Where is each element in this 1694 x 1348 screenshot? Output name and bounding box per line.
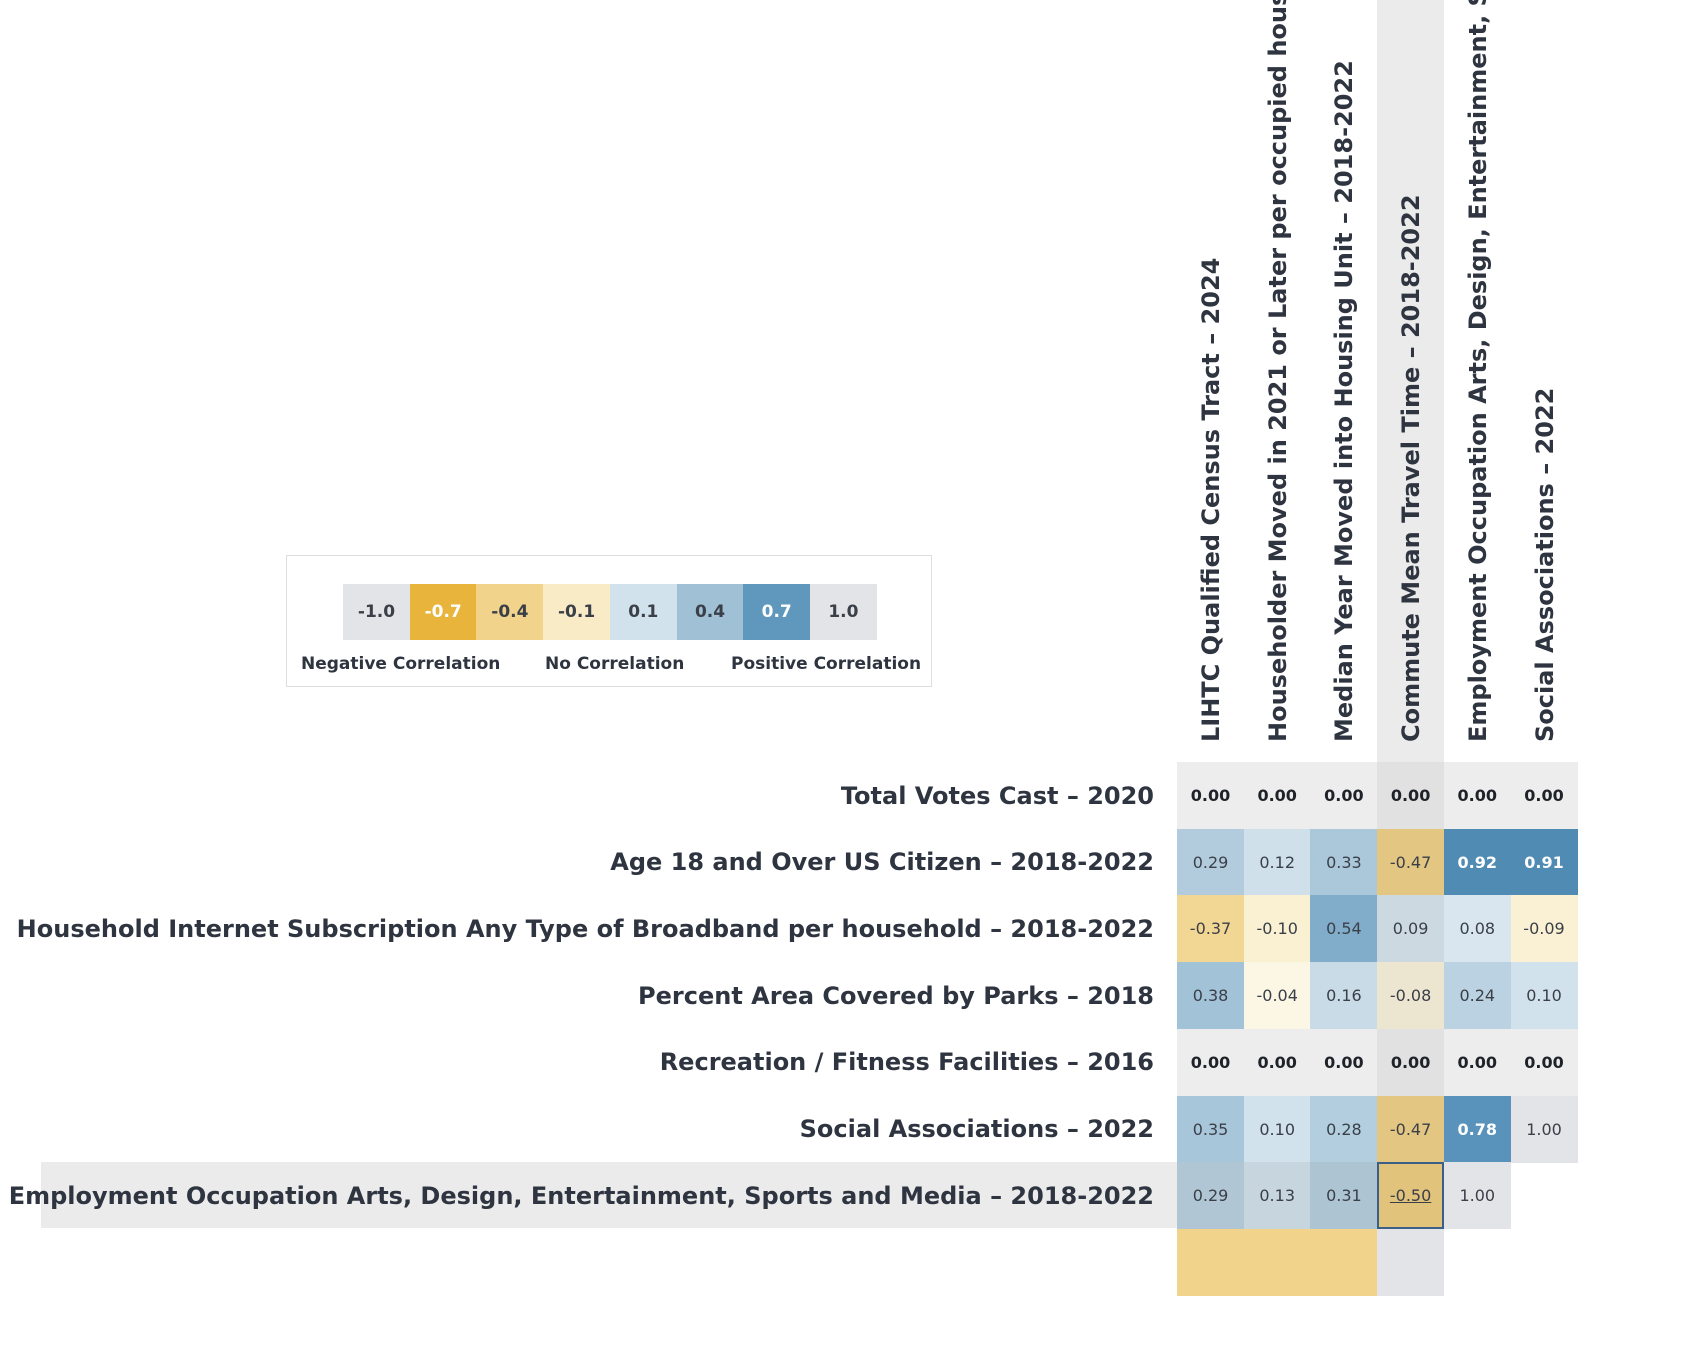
column-header[interactable]: Median Year Moved into Housing Unit – 20… <box>1310 60 1377 742</box>
matrix-cell[interactable]: 0.00 <box>1244 1029 1311 1096</box>
legend-none-label: No Correlation <box>545 654 684 674</box>
matrix-cell[interactable]: -0.47 <box>1377 1096 1444 1163</box>
legend-negative-label: Negative Correlation <box>301 654 500 674</box>
matrix-cell[interactable]: 0.00 <box>1177 1029 1244 1096</box>
matrix-cell[interactable]: 0.08 <box>1444 895 1511 962</box>
matrix-cell[interactable]: 0.09 <box>1377 895 1444 962</box>
matrix-cell[interactable]: 0.00 <box>1177 762 1244 829</box>
matrix-cell[interactable]: 0.38 <box>1177 962 1244 1029</box>
legend-swatch: 0.4 <box>677 584 744 640</box>
matrix-cell-partial <box>1244 1229 1311 1296</box>
matrix-cell[interactable]: 0.28 <box>1310 1096 1377 1163</box>
matrix-cell[interactable]: -0.37 <box>1177 895 1244 962</box>
column-header[interactable]: LIHTC Qualified Census Tract – 2024 <box>1177 258 1244 742</box>
matrix-cell[interactable]: 0.00 <box>1310 1029 1377 1096</box>
legend-swatch: -0.4 <box>476 584 543 640</box>
matrix-cell[interactable]: 0.92 <box>1444 829 1511 896</box>
matrix-cell[interactable]: -0.50 <box>1377 1162 1444 1229</box>
row-label[interactable]: Social Associations – 2022 <box>0 1096 1154 1163</box>
matrix-cell[interactable]: 0.00 <box>1310 762 1377 829</box>
matrix-cell[interactable]: -0.47 <box>1377 829 1444 896</box>
matrix-cell-partial <box>1310 1229 1377 1296</box>
matrix-cell[interactable]: -0.10 <box>1244 895 1311 962</box>
column-header[interactable]: Social Associations – 2022 <box>1511 388 1578 742</box>
matrix-cell[interactable]: 0.00 <box>1377 1029 1444 1096</box>
legend-swatch: 0.7 <box>743 584 810 640</box>
matrix-cell[interactable]: 0.12 <box>1244 829 1311 896</box>
matrix-cell[interactable]: 0.35 <box>1177 1096 1244 1163</box>
matrix-cell[interactable]: 0.24 <box>1444 962 1511 1029</box>
matrix-cell[interactable]: 0.10 <box>1511 962 1578 1029</box>
matrix-cell[interactable]: 0.00 <box>1377 762 1444 829</box>
legend-swatch: -0.1 <box>543 584 610 640</box>
row-label[interactable]: Total Votes Cast – 2020 <box>0 762 1154 829</box>
legend-positive-label: Positive Correlation <box>731 654 921 674</box>
column-header[interactable]: Employment Occupation Arts, Design, Ente… <box>1444 0 1511 742</box>
matrix-cell-partial <box>1177 1229 1244 1296</box>
legend-swatch: 0.1 <box>610 584 677 640</box>
matrix-cell[interactable]: 1.00 <box>1444 1162 1511 1229</box>
matrix-cell[interactable]: 0.16 <box>1310 962 1377 1029</box>
matrix-cell[interactable]: 0.54 <box>1310 895 1377 962</box>
legend-swatch: -0.7 <box>410 584 477 640</box>
row-label[interactable]: Employment Occupation Arts, Design, Ente… <box>0 1162 1154 1229</box>
matrix-cell[interactable]: 0.00 <box>1244 762 1311 829</box>
matrix-cell[interactable]: 0.29 <box>1177 1162 1244 1229</box>
matrix-cell[interactable]: -0.09 <box>1511 895 1578 962</box>
matrix-cell[interactable]: 0.00 <box>1444 762 1511 829</box>
matrix-cell[interactable]: 0.29 <box>1177 829 1244 896</box>
matrix-cell-partial <box>1377 1229 1444 1296</box>
matrix-cell[interactable]: 0.91 <box>1511 829 1578 896</box>
row-label[interactable]: Household Internet Subscription Any Type… <box>0 895 1154 962</box>
matrix-cell[interactable]: 0.13 <box>1244 1162 1311 1229</box>
matrix-cell[interactable]: 0.00 <box>1511 1029 1578 1096</box>
matrix-cell[interactable]: 0.10 <box>1244 1096 1311 1163</box>
row-label[interactable]: Age 18 and Over US Citizen – 2018-2022 <box>0 829 1154 896</box>
matrix-cell[interactable]: 0.78 <box>1444 1096 1511 1163</box>
legend: -1.0 -0.7 -0.4 -0.1 0.1 0.4 0.7 1.0 Negative Co… <box>286 555 932 687</box>
column-header[interactable]: Commute Mean Travel Time – 2018-2022 <box>1377 194 1444 742</box>
row-label[interactable]: Recreation / Fitness Facilities – 2016 <box>0 1029 1154 1096</box>
matrix-cell[interactable]: -0.08 <box>1377 962 1444 1029</box>
legend-swatch: 1.0 <box>810 584 877 640</box>
matrix-cell[interactable]: 0.00 <box>1511 762 1578 829</box>
matrix-cell[interactable]: 0.33 <box>1310 829 1377 896</box>
matrix-cell[interactable]: 0.00 <box>1444 1029 1511 1096</box>
column-header[interactable]: Householder Moved in 2021 or Later per o… <box>1244 0 1311 742</box>
matrix-cell[interactable]: -0.04 <box>1244 962 1311 1029</box>
matrix-cell[interactable]: 1.00 <box>1511 1096 1578 1163</box>
matrix-cell[interactable]: 0.31 <box>1310 1162 1377 1229</box>
legend-swatch: -1.0 <box>343 584 410 640</box>
row-label[interactable]: Percent Area Covered by Parks – 2018 <box>0 962 1154 1029</box>
